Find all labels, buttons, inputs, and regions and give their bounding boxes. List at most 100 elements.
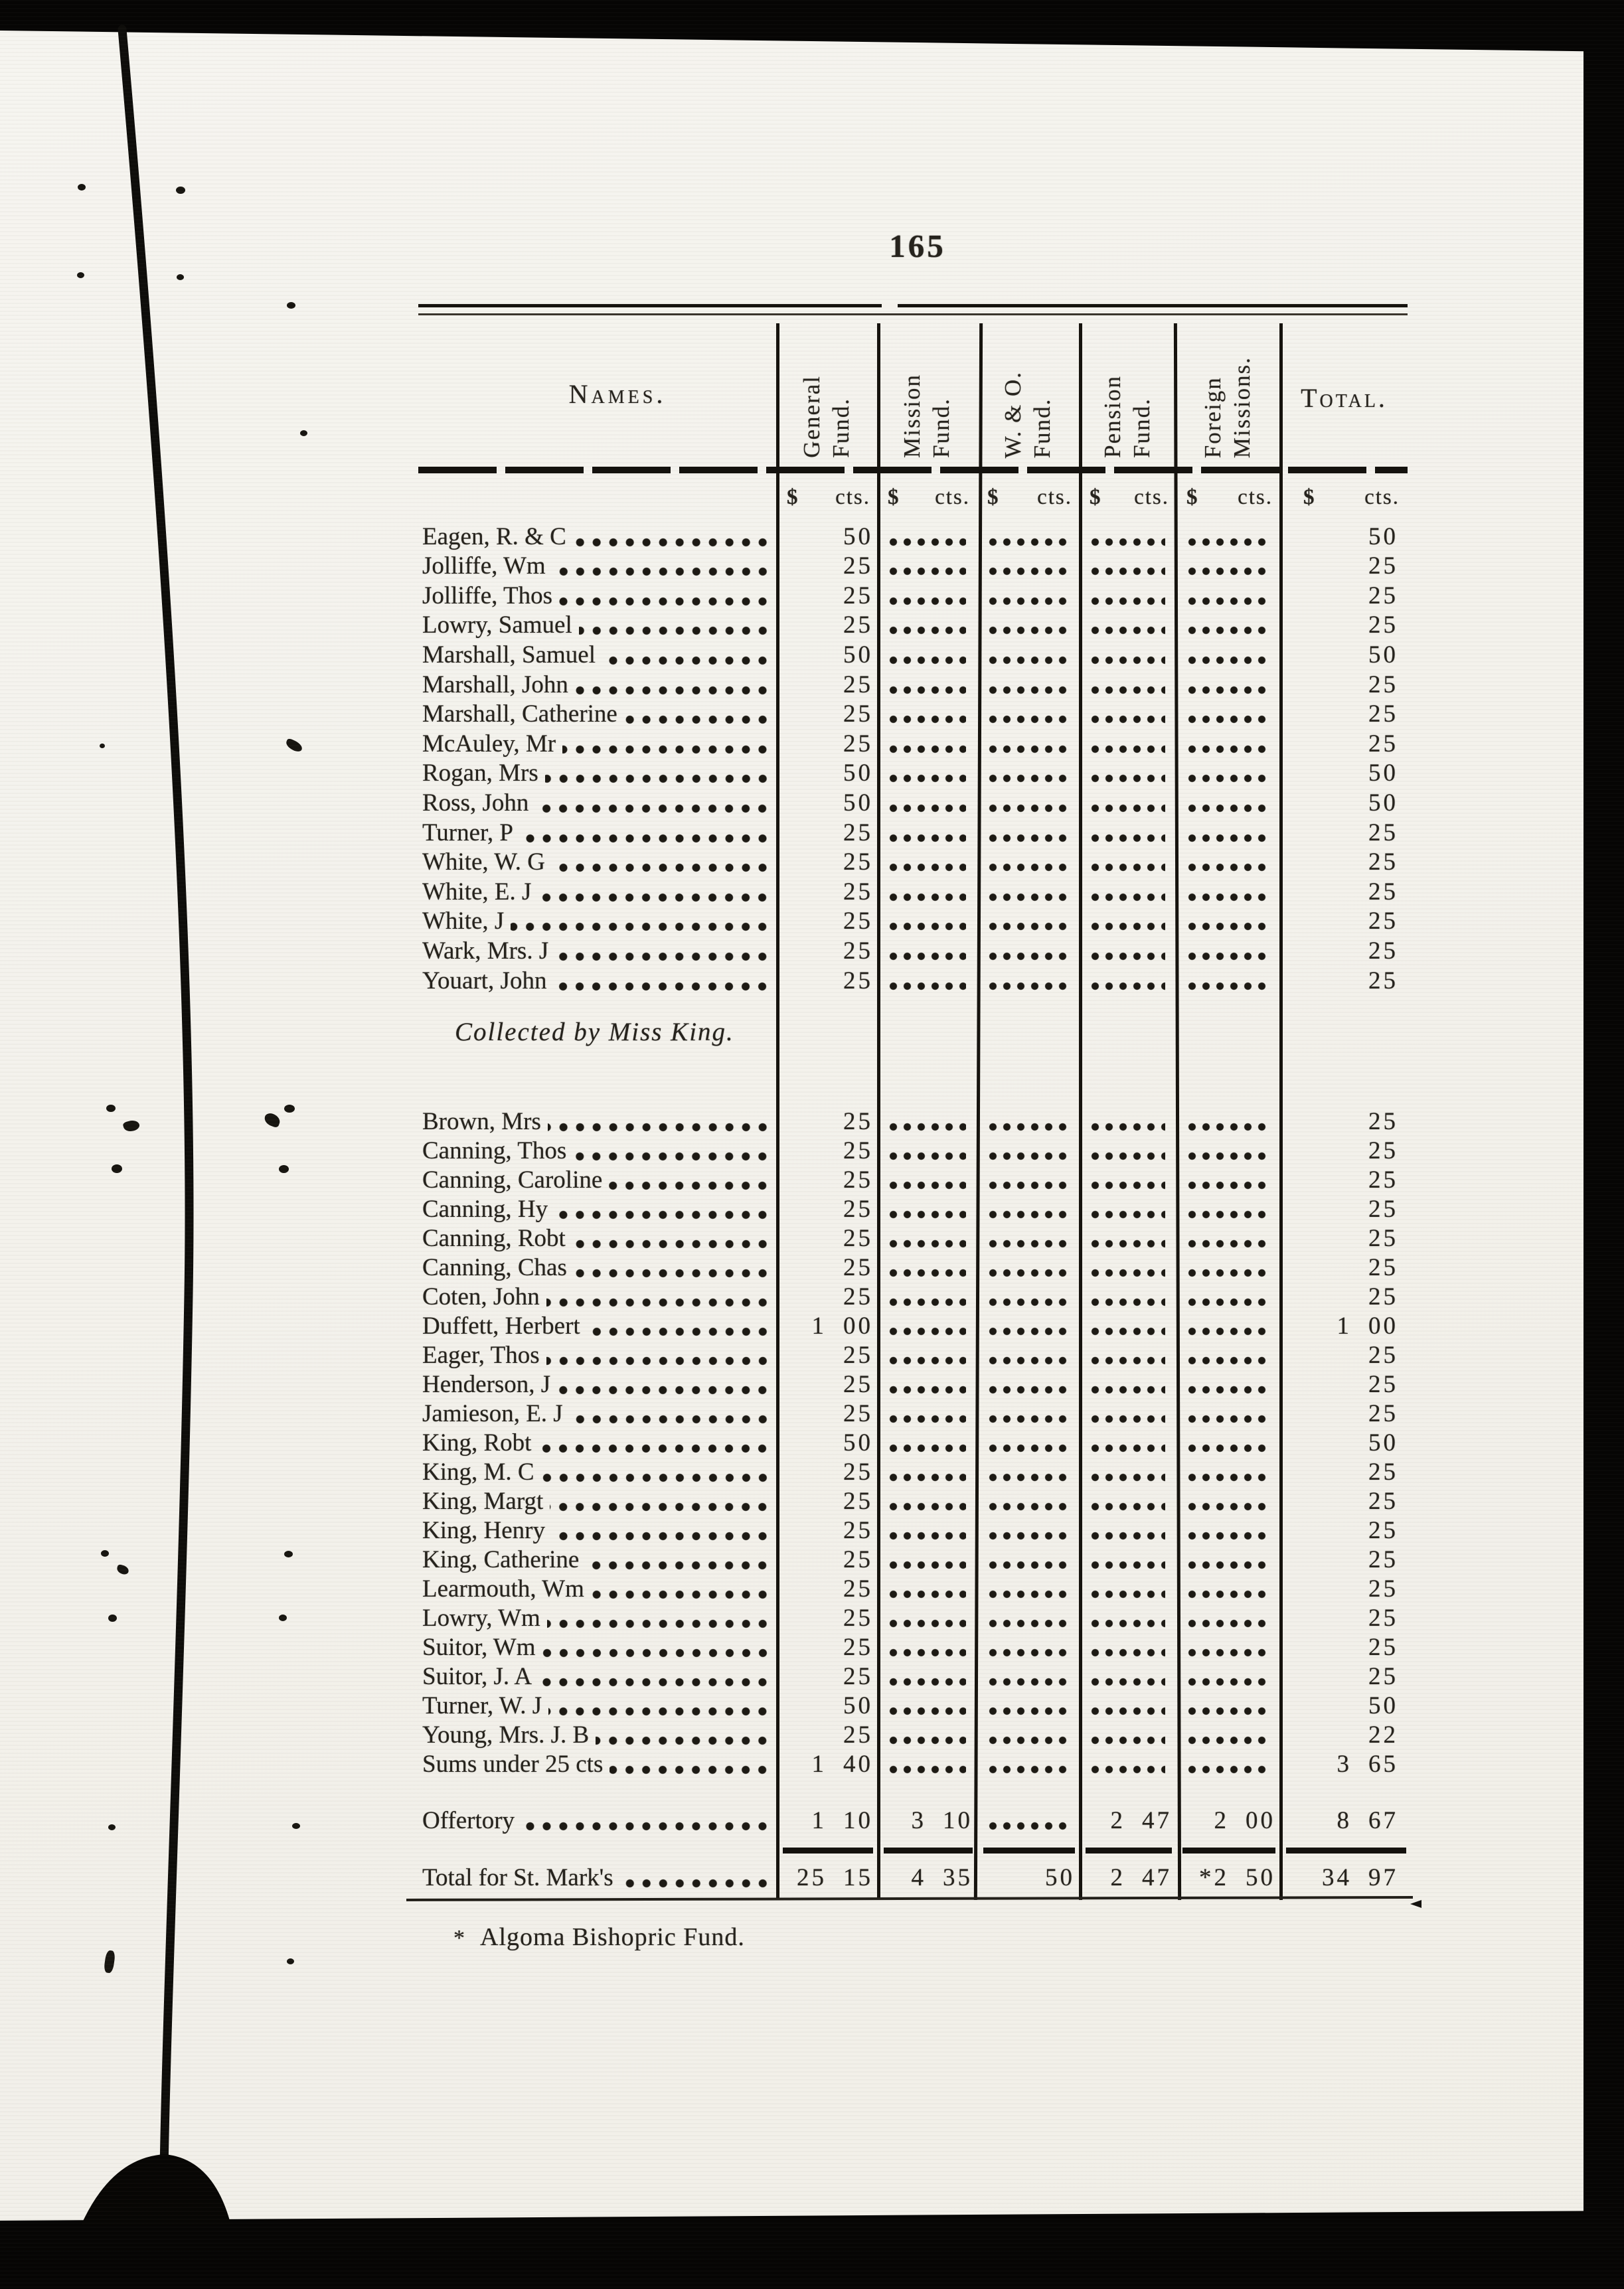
dot-placeholder [1185, 655, 1269, 665]
cell-name: Turner, W. J [418, 1691, 777, 1721]
cell-mission-fund [878, 1574, 978, 1604]
dot-placeholder [1088, 1589, 1165, 1599]
dot-placeholder [1088, 537, 1165, 546]
table-row: White, J 25 25 [418, 906, 1408, 936]
cell-total: 25 [1281, 1253, 1408, 1283]
amount-cents: 25 [1368, 1254, 1398, 1281]
cell-wo-fund [978, 1486, 1080, 1516]
dot-placeholder [986, 1677, 1068, 1686]
amount-dollars: 1 [811, 1751, 827, 1778]
amount-dollars: 2 [1110, 1807, 1125, 1834]
dot-placeholder [1185, 1765, 1269, 1774]
table-row: Marshall, Samuel 50 50 [418, 640, 1408, 670]
amount-cents: 25 [1368, 671, 1398, 698]
cell-pension-fund [1080, 729, 1177, 759]
cell-pension-fund [1080, 610, 1177, 640]
cell-general-fund: 25 [777, 1370, 878, 1399]
leader-dots [519, 833, 771, 843]
cell-mission-fund [878, 1720, 978, 1750]
leader-dots [511, 921, 771, 931]
cell-pension-fund [1080, 1457, 1177, 1487]
leader-dots [552, 566, 771, 576]
table-row: Canning, Hy 25 25 [418, 1194, 1408, 1224]
dot-placeholder [1185, 1268, 1269, 1277]
amount-cents: 50 [843, 1429, 873, 1457]
amount-dollars: 8 [1337, 1807, 1352, 1834]
dot-placeholder [986, 1443, 1068, 1453]
cell-total: 25 [1281, 1662, 1408, 1692]
cell-wo-fund [978, 522, 1080, 552]
dot-placeholder [986, 1706, 1068, 1715]
leader-dots [562, 744, 771, 754]
cell-general-fund: 25 [777, 847, 878, 877]
dot-placeholder [886, 1765, 966, 1774]
leader-dots [551, 1531, 771, 1541]
row-name: Canning, Chas [422, 1254, 567, 1281]
table-row: Duffett, Herbert 1 00 1 00 [418, 1311, 1408, 1341]
cell-foreign-missions [1177, 818, 1281, 848]
row-name: Brown, Mrs [422, 1108, 541, 1135]
amount-cents: 25 [843, 1605, 873, 1632]
amount-cents: 25 [1368, 582, 1398, 609]
cents-label: cts. [835, 485, 870, 509]
dot-placeholder [1088, 1414, 1165, 1423]
dot-placeholder [1088, 1326, 1165, 1336]
leader-dots [586, 1560, 771, 1570]
cell-pension-fund [1080, 1749, 1177, 1779]
ink-speck [287, 302, 295, 309]
currency-subheader-general-fund: $ cts. [787, 483, 870, 511]
cell-foreign-missions [1177, 1662, 1281, 1692]
amount-cents: 25 [1368, 967, 1398, 994]
dot-placeholder [986, 981, 1068, 990]
dot-placeholder [986, 714, 1068, 724]
amount-cents: 25 [843, 1342, 873, 1369]
table-row: Henderson, J 25 25 [418, 1370, 1408, 1399]
cell-foreign-missions [1177, 1457, 1281, 1487]
ink-speck [77, 272, 84, 278]
cell-name: Suitor, Wm [418, 1632, 777, 1662]
cents-label: cts. [935, 485, 970, 509]
cell-total: 34 97 [1281, 1863, 1408, 1893]
cell-name: White, W. G [418, 847, 777, 877]
table-row: King, Henry 25 25 [418, 1516, 1408, 1545]
row-name: King, Robt [422, 1429, 532, 1457]
dot-placeholder [1088, 1560, 1165, 1569]
dot-placeholder [1185, 803, 1269, 813]
table-top-rule [418, 304, 1408, 307]
cell-total: 25 [1281, 818, 1408, 848]
cell-general-fund: 25 [777, 1282, 878, 1312]
cell-total: 25 [1281, 966, 1408, 996]
amount-cents: 10 [943, 1807, 973, 1834]
cell-name: Total for St. Mark's [418, 1863, 777, 1893]
row-name: Canning, Thos [422, 1137, 567, 1164]
cell-total: 50 [1281, 1428, 1408, 1458]
cell-foreign-missions [1177, 788, 1281, 818]
dot-placeholder [1088, 773, 1165, 783]
leader-dots [544, 773, 771, 783]
cell-pension-fund [1080, 758, 1177, 788]
cell-name: Ross, John [418, 788, 777, 818]
amount-cents: 50 [1368, 1692, 1398, 1719]
cell-pension-fund [1080, 1253, 1177, 1283]
table-row: McAuley, Mr 25 25 [418, 729, 1408, 759]
cell-mission-fund [878, 522, 978, 552]
dot-placeholder [1185, 685, 1269, 694]
cell-mission-fund [878, 1136, 978, 1166]
dot-placeholder [1088, 1502, 1165, 1511]
dot-placeholder [1088, 1268, 1165, 1277]
dot-placeholder [986, 1268, 1068, 1277]
cell-foreign-missions [1177, 1194, 1281, 1224]
amount-cents: 50 [1368, 1429, 1398, 1457]
cell-pension-fund: 2 47 [1080, 1863, 1177, 1893]
cell-wo-fund [978, 1136, 1080, 1166]
dot-placeholder [1185, 1648, 1269, 1657]
dot-placeholder [886, 1443, 966, 1453]
dot-placeholder [1185, 1443, 1269, 1453]
cell-pension-fund [1080, 818, 1177, 848]
dot-placeholder [986, 773, 1068, 783]
cell-total: 25 [1281, 1632, 1408, 1662]
row-name: Canning, Robt [422, 1225, 566, 1252]
amount-cents: 22 [1368, 1721, 1398, 1749]
row-name: Offertory [422, 1807, 515, 1834]
rule-break [882, 303, 898, 309]
